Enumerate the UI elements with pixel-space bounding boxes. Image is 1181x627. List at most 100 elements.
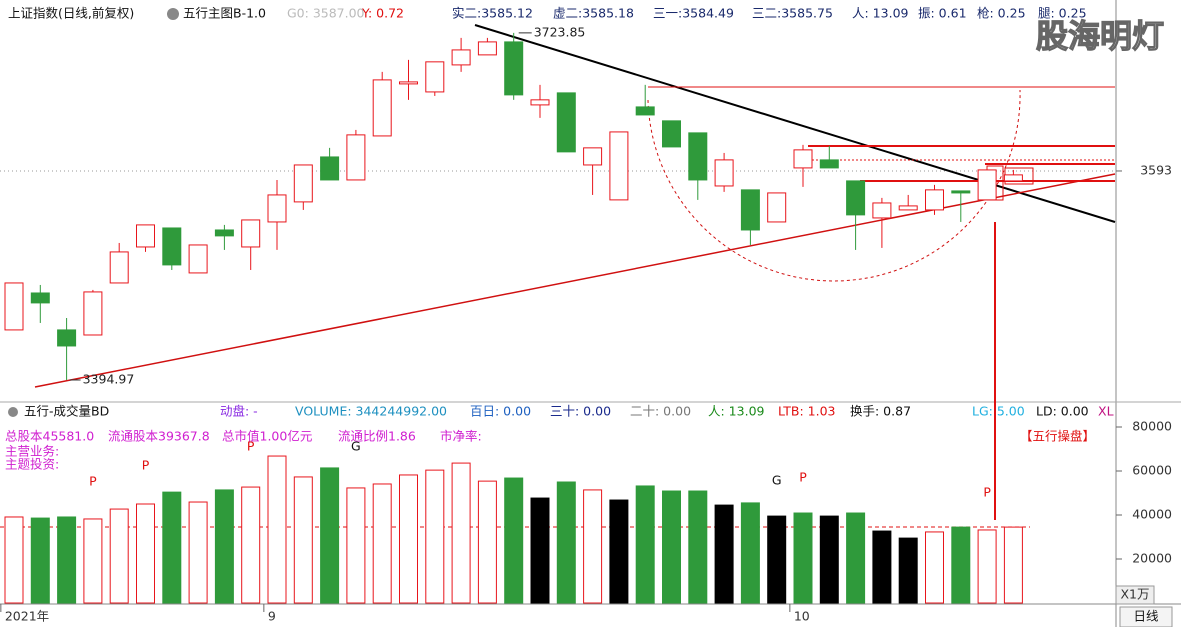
candle-body — [162, 227, 182, 266]
candle-body — [740, 189, 760, 231]
indicator-icon — [8, 407, 18, 417]
volume-bar — [57, 516, 77, 604]
info-text: 【五行操盘】 — [1020, 429, 1095, 444]
low-label: 3394.97 — [83, 371, 135, 386]
volume-bar — [267, 455, 287, 604]
candle-body — [4, 282, 24, 331]
indicator-readout: 三一:3584.49 — [653, 6, 734, 21]
volume-bar — [30, 517, 50, 604]
volume-bar — [346, 487, 366, 604]
volume-bar — [714, 504, 734, 604]
candle-body — [293, 164, 313, 203]
volume-bar — [556, 481, 576, 604]
chart-title: 五行-成交量BD — [24, 404, 109, 419]
indicator-readout: 人: 13.09 — [708, 404, 765, 419]
volume-bar — [846, 512, 866, 604]
candle-body — [1003, 174, 1023, 182]
indicator-readout: 五行主图B-1.0 — [183, 6, 266, 21]
candle-body — [425, 61, 445, 93]
candle-body — [477, 41, 497, 56]
indicator-readout: VOLUME: 344244992.00 — [295, 404, 447, 419]
y-tick-label: 20000 — [1132, 551, 1172, 566]
candle-body — [109, 251, 129, 284]
indicator-readout: 换手: 0.87 — [850, 404, 911, 419]
volume-bar — [1003, 526, 1023, 604]
indicator-readout: 三十: 0.00 — [550, 404, 611, 419]
volume-bar — [609, 499, 629, 604]
indicator-readout: G0: 3587.00 — [287, 6, 365, 21]
signal-marker: P — [799, 470, 807, 485]
indicator-icon — [167, 8, 179, 20]
volume-bar — [951, 526, 971, 604]
period-button[interactable]: 日线 — [1133, 609, 1159, 624]
volume-bar — [241, 486, 261, 604]
signal-marker: G — [351, 439, 361, 454]
candle-body — [320, 156, 340, 181]
info-text: 主题投资: — [5, 457, 59, 472]
candle-body — [872, 202, 892, 219]
y-tick-label: 40000 — [1132, 507, 1172, 522]
candle-body — [346, 134, 366, 181]
candle-body — [767, 192, 787, 223]
candle-body — [609, 131, 629, 201]
indicator-readout: 实二:3585.12 — [452, 6, 533, 21]
candle-body — [662, 120, 681, 148]
volume-bar — [320, 467, 340, 604]
indicator-readout: 虚二:3585.18 — [553, 6, 634, 21]
candle-body — [819, 159, 839, 169]
volume-bar — [293, 476, 313, 604]
volume-bar — [83, 518, 103, 604]
candle-body — [267, 194, 287, 223]
period-tab[interactable] — [1119, 606, 1173, 627]
y-tick-label: 60000 — [1132, 463, 1172, 478]
volume-bar — [872, 530, 892, 604]
x-tick-label: 2021年 — [5, 609, 49, 624]
candle-body — [714, 159, 734, 187]
volume-bar — [793, 512, 813, 604]
candle-body — [635, 106, 655, 116]
signal-marker: P — [247, 439, 255, 454]
volume-bar — [662, 490, 681, 604]
candle-body — [241, 219, 261, 248]
candle-body — [583, 147, 603, 166]
candle-body — [977, 169, 997, 201]
indicator-readout: LTB: 1.03 — [778, 404, 835, 419]
y-tick-label: 80000 — [1132, 419, 1172, 434]
volume-bar — [136, 503, 155, 604]
candle-body — [530, 99, 550, 106]
x-tick-label: 9 — [268, 609, 276, 624]
volume-bar — [635, 485, 655, 604]
indicator-readout: LD: 0.00 — [1036, 404, 1089, 419]
info-text: 市净率: — [440, 429, 482, 444]
watermark: 股海明灯 — [1036, 17, 1164, 55]
candle-body — [925, 189, 944, 211]
candle-body — [556, 92, 576, 153]
candle-body — [30, 292, 50, 304]
info-text: 总股本45581.0 — [5, 429, 94, 444]
indicator-readout: Y: 0.72 — [361, 6, 404, 21]
volume-bar — [162, 491, 182, 604]
volume-bar — [977, 529, 997, 604]
candle-body — [451, 49, 471, 66]
y-tick-label: 3593 — [1140, 162, 1172, 177]
indicator-readout: 二十: 0.00 — [630, 404, 691, 419]
candle-body — [898, 205, 918, 211]
indicator-readout: 枪: 0.25 — [977, 6, 1026, 21]
signal-marker: P — [983, 485, 991, 500]
volume-bar — [399, 474, 418, 604]
candle-body — [504, 41, 524, 96]
info-text: 流通股本39367.8 — [108, 429, 210, 444]
indicator-readout: 三二:3585.75 — [752, 6, 833, 21]
volume-bar — [109, 508, 129, 604]
volume-bar — [688, 490, 708, 604]
unit-label: X1万 — [1120, 587, 1149, 602]
indicator-readout: LG: 5.00 — [972, 404, 1025, 419]
volume-bar — [767, 515, 787, 604]
volume-bar — [4, 516, 24, 604]
candle-body — [57, 329, 77, 347]
candle-body — [793, 149, 813, 169]
volume-bar — [898, 537, 918, 604]
candle-body — [136, 224, 155, 248]
